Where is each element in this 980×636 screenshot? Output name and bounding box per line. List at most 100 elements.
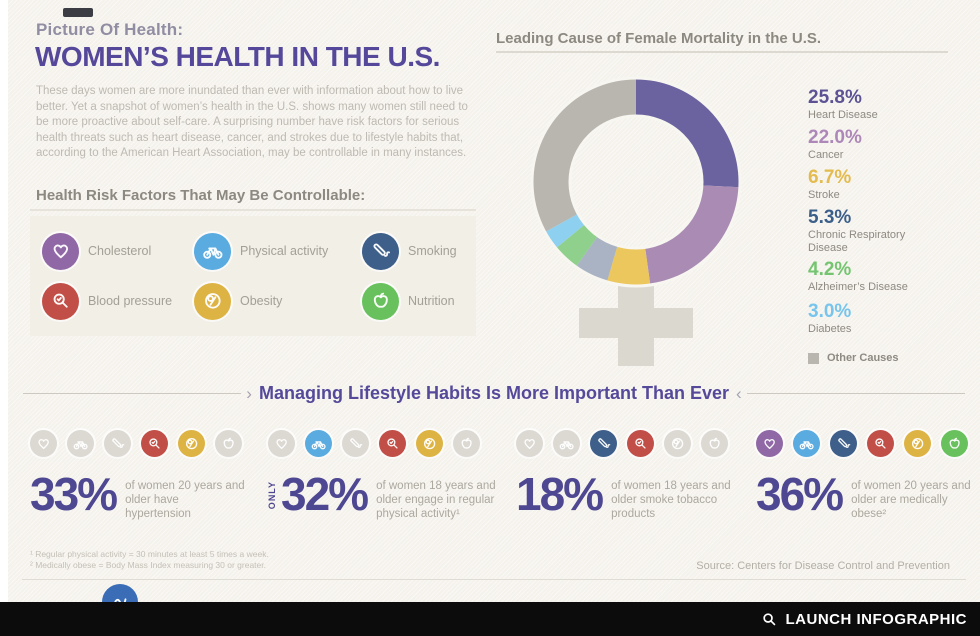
arrow-right-icon: ›	[246, 383, 252, 403]
cigarette-icon	[362, 232, 399, 270]
legend-label: Heart Disease	[808, 109, 878, 121]
legend-entry-heart-disease: 25.8% Heart Disease	[808, 88, 878, 122]
bike-icon	[67, 430, 94, 457]
risk-factors-heading: Health Risk Factors That May Be Controll…	[36, 187, 366, 204]
cigarette-icon	[104, 430, 131, 457]
donut-segment: Cancer: 22%	[645, 185, 740, 286]
footnote-1: ¹ Regular physical activity = 30 minutes…	[30, 549, 269, 559]
stat-value: 18%	[516, 468, 604, 520]
legend-entry-stroke: 6.7% Stroke	[808, 168, 851, 202]
stat-value: 32%	[281, 468, 369, 520]
legend-entry-diabetes: 3.0% Diabetes	[808, 302, 851, 336]
bike-icon	[305, 430, 332, 457]
magnifier-icon	[627, 430, 654, 457]
heart-icon	[268, 430, 295, 457]
magnifier-icon	[379, 430, 406, 457]
footnote-2: ² Medically obese = Body Mass Index meas…	[30, 560, 266, 570]
risk-item-label: Physical activity	[240, 244, 329, 258]
legend-value: 25.8%	[808, 87, 862, 108]
donut-segment: Chronic Respiratory Disease: 5.3%	[575, 235, 618, 282]
chart-title-divider	[496, 51, 948, 53]
stat-icon-row	[30, 430, 262, 457]
legend-entry-cancer: 22.0% Cancer	[808, 128, 862, 162]
magnifier-icon	[867, 430, 894, 457]
banner-line-right	[746, 393, 965, 394]
legend-entry-chronic-respiratory: 5.3% Chronic Respiratory Disease	[808, 208, 928, 254]
stat-description: of women 18 years and older smoke tobacc…	[611, 480, 731, 520]
bicycle-icon	[194, 232, 231, 270]
risk-item-physical-activity: Physical activity	[194, 232, 362, 270]
legend-value: 4.2%	[808, 259, 852, 280]
magnifier-icon	[141, 430, 168, 457]
apple-icon	[362, 282, 399, 320]
launch-infographic-button[interactable]: LAUNCH INFOGRAPHIC	[0, 602, 980, 636]
stat-group-physical-activity: ONLY 32% of women 18 years and older eng…	[267, 430, 500, 521]
chart-title: Leading Cause of Female Mortality in the…	[496, 30, 822, 47]
apple-icon	[215, 430, 242, 457]
source-text: Source: Centers for Disease Control and …	[696, 560, 950, 572]
stat-description: of women 20 years and older have hyperte…	[125, 480, 245, 520]
bottom-divider	[22, 579, 966, 580]
top-dash-mark	[63, 8, 93, 17]
banner: › Managing Lifestyle Habits Is More Impo…	[8, 383, 980, 404]
legend-entry-alzheimers: 4.2% Alzheimer’s Disease	[808, 260, 908, 294]
risk-item-blood-pressure: Blood pressure	[42, 282, 194, 320]
legend-label: Cancer	[808, 149, 844, 161]
legend-value: 6.7%	[808, 167, 852, 188]
risk-item-label: Obesity	[240, 294, 283, 308]
risk-item-obesity: Obesity	[194, 282, 362, 320]
apple-icon	[941, 430, 968, 457]
donut-segment: Other Causes: 33%	[531, 77, 636, 233]
stat-value: 33%	[30, 468, 118, 520]
magnifier-icon	[42, 282, 79, 320]
banner-title: Managing Lifestyle Habits Is More Import…	[258, 383, 730, 403]
heart-icon	[42, 232, 79, 270]
stat-group-hypertension: 33% of women 20 years and older have hyp…	[30, 430, 262, 521]
donut-outer-rim	[530, 76, 742, 288]
cigarette-icon	[342, 430, 369, 457]
donut-inner-rim	[568, 114, 704, 250]
stat-description: of women 20 years and older are medicall…	[851, 480, 971, 520]
donut-segment: Diabetes: 3%	[544, 213, 586, 249]
other-causes-label: Other Causes	[827, 352, 899, 364]
scale-icon	[664, 430, 691, 457]
stat-value: 36%	[756, 468, 844, 520]
bike-icon	[553, 430, 580, 457]
heart-icon	[30, 430, 57, 457]
legend-value: 5.3%	[808, 207, 852, 228]
risk-item-smoking: Smoking	[362, 232, 474, 270]
legend-label: Alzheimer’s Disease	[808, 281, 908, 293]
female-symbol-cross-bar	[579, 308, 693, 338]
heart-icon	[756, 430, 783, 457]
scale-icon	[904, 430, 931, 457]
legend-label: Stroke	[808, 189, 840, 201]
stat-description: of women 18 years and older engage in re…	[376, 480, 496, 520]
intro-paragraph: These days women are more inundated than…	[36, 85, 468, 159]
female-symbol-donut-chart: Heart Disease: 25.8%Cancer: 22%Stroke: 6…	[530, 76, 742, 366]
risk-item-label: Blood pressure	[88, 294, 173, 308]
risk-factors-panel: Cholesterol Physical activity Smoking Bl…	[30, 216, 476, 336]
risk-item-label: Smoking	[408, 244, 457, 258]
page-title: WOMEN’S HEALTH IN THE U.S.	[35, 41, 440, 72]
legend-entry-other-causes: Other Causes	[808, 352, 899, 364]
apple-icon	[453, 430, 480, 457]
footnotes: ¹ Regular physical activity = 30 minutes…	[30, 549, 269, 571]
arrow-left-icon: ‹	[736, 383, 742, 403]
risk-item-cholesterol: Cholesterol	[42, 232, 194, 270]
stat-group-obesity: 36% of women 20 years and older are medi…	[756, 430, 980, 521]
banner-line-left	[23, 393, 242, 394]
stat-icon-row	[516, 430, 748, 457]
cigarette-icon	[590, 430, 617, 457]
only-qualifier: ONLY	[267, 481, 277, 510]
cigarette-icon	[830, 430, 857, 457]
stat-group-smoking: 18% of women 18 years and older smoke to…	[516, 430, 748, 521]
infographic-card: Picture Of Health: WOMEN’S HEALTH IN THE…	[8, 0, 980, 620]
donut-segment: Heart Disease: 25.8%	[636, 78, 741, 188]
risk-item-label: Nutrition	[408, 294, 455, 308]
scale-icon	[178, 430, 205, 457]
apple-icon	[701, 430, 728, 457]
legend-value: 22.0%	[808, 127, 862, 148]
kicker: Picture Of Health:	[36, 20, 184, 39]
stat-icon-row	[756, 430, 980, 457]
